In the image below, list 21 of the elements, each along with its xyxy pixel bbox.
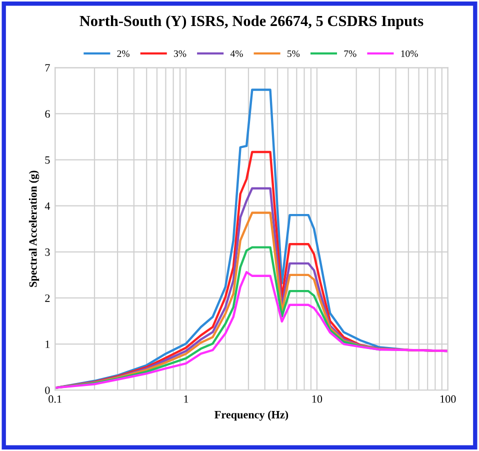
y-tick-label: 5 xyxy=(45,156,50,164)
y-axis-title: Spectral Acceleration (g) xyxy=(28,170,40,287)
legend-label: 2% xyxy=(117,50,130,57)
legend-label: 10% xyxy=(401,50,418,57)
chart-title: North-South (Y) ISRS, Node 26674, 5 CSDRS Inputs xyxy=(80,15,424,30)
legend-label: 3% xyxy=(174,50,186,57)
x-tick-label: 100 xyxy=(440,395,456,403)
x-tick-label: 1 xyxy=(184,395,188,403)
y-tick-label: 7 xyxy=(45,64,50,72)
x-tick-label: 0.1 xyxy=(48,395,62,403)
y-tick-label: 4 xyxy=(44,202,50,210)
x-tick-label: 10 xyxy=(312,395,322,403)
x-axis-title: Frequency (Hz) xyxy=(214,410,288,421)
y-tick-label: 3 xyxy=(45,248,50,256)
y-tick-label: 1 xyxy=(46,340,50,348)
y-tick-label: 0 xyxy=(45,386,50,394)
legend-label: 7% xyxy=(344,50,356,57)
y-tick-label: 2 xyxy=(45,294,50,302)
y-tick-label: 6 xyxy=(45,110,50,118)
legend-label: 5% xyxy=(288,50,300,57)
legend-label: 4% xyxy=(230,50,243,57)
